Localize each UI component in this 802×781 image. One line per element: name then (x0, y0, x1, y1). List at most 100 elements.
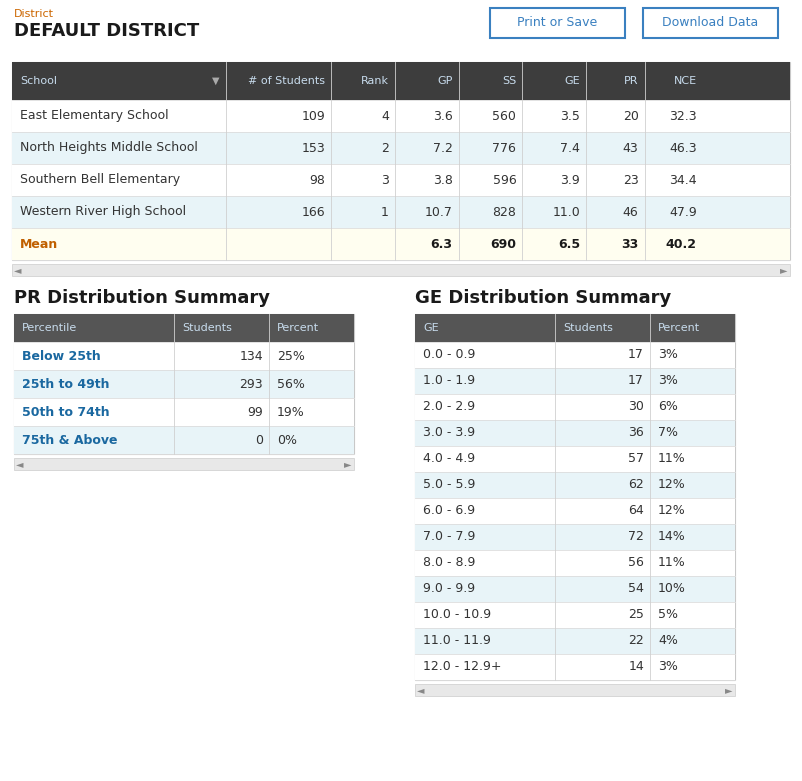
Text: 98: 98 (309, 173, 325, 187)
Text: 0.0 - 0.9: 0.0 - 0.9 (423, 348, 475, 362)
Text: 293: 293 (239, 377, 263, 390)
Text: 166: 166 (301, 205, 325, 219)
Text: 1: 1 (380, 205, 388, 219)
Text: 30: 30 (627, 401, 643, 413)
Text: 32.3: 32.3 (668, 109, 696, 123)
Text: 2.0 - 2.9: 2.0 - 2.9 (423, 401, 475, 413)
Text: 34.4: 34.4 (668, 173, 696, 187)
Bar (415, 602, 734, 628)
Text: 7.2: 7.2 (432, 141, 452, 155)
Text: 690: 690 (490, 237, 516, 251)
Bar (415, 394, 734, 420)
Text: Western River High School: Western River High School (20, 205, 186, 219)
Text: Students: Students (562, 323, 612, 333)
Text: 50th to 74th: 50th to 74th (22, 405, 110, 419)
Text: ▼: ▼ (212, 76, 219, 86)
Text: 3.6: 3.6 (432, 109, 452, 123)
Text: 596: 596 (492, 173, 516, 187)
Bar (415, 472, 734, 498)
Text: 12%: 12% (657, 479, 685, 491)
Text: 10.7: 10.7 (424, 205, 452, 219)
Text: 4: 4 (380, 109, 388, 123)
Text: 5.0 - 5.9: 5.0 - 5.9 (423, 479, 475, 491)
Bar (14, 370, 354, 398)
Text: 5%: 5% (657, 608, 677, 622)
Text: 3.5: 3.5 (560, 109, 579, 123)
Text: Percent: Percent (277, 323, 318, 333)
Text: 4.0 - 4.9: 4.0 - 4.9 (423, 452, 475, 465)
Text: 22: 22 (627, 634, 643, 647)
Bar (12, 132, 789, 164)
Bar (12, 264, 789, 276)
Text: North Heights Middle School: North Heights Middle School (20, 141, 197, 155)
Text: 46.3: 46.3 (668, 141, 696, 155)
Bar (12, 62, 789, 260)
Text: 57: 57 (627, 452, 643, 465)
Text: ◄: ◄ (16, 459, 24, 469)
Bar (415, 368, 734, 394)
Bar (14, 314, 354, 342)
Text: 17: 17 (627, 375, 643, 387)
Text: 11.0 - 11.9: 11.0 - 11.9 (423, 634, 490, 647)
Text: 14: 14 (627, 661, 643, 673)
Text: 17: 17 (627, 348, 643, 362)
Text: 36: 36 (627, 426, 643, 440)
Text: Percent: Percent (657, 323, 699, 333)
Text: 12%: 12% (657, 505, 685, 518)
Text: 25th to 49th: 25th to 49th (22, 377, 109, 390)
Text: 0%: 0% (277, 433, 297, 447)
Text: 72: 72 (627, 530, 643, 544)
Text: 43: 43 (622, 141, 638, 155)
Text: 99: 99 (247, 405, 263, 419)
Text: GE: GE (564, 76, 579, 86)
Text: 64: 64 (627, 505, 643, 518)
Text: 3: 3 (380, 173, 388, 187)
Text: 3.0 - 3.9: 3.0 - 3.9 (423, 426, 475, 440)
Bar (14, 398, 354, 426)
Text: 3%: 3% (657, 661, 677, 673)
Text: 9.0 - 9.9: 9.0 - 9.9 (423, 583, 475, 595)
Text: 828: 828 (492, 205, 516, 219)
Text: 3%: 3% (657, 375, 677, 387)
Text: 75th & Above: 75th & Above (22, 433, 117, 447)
Text: 0: 0 (255, 433, 263, 447)
Text: 11%: 11% (657, 557, 685, 569)
Text: Southern Bell Elementary: Southern Bell Elementary (20, 173, 180, 187)
Text: 11.0: 11.0 (552, 205, 579, 219)
Text: 11%: 11% (657, 452, 685, 465)
Text: 6%: 6% (657, 401, 677, 413)
Text: 7.4: 7.4 (560, 141, 579, 155)
Bar (642, 8, 777, 38)
Bar (415, 420, 734, 446)
Text: ◄: ◄ (14, 265, 22, 275)
Bar (415, 628, 734, 654)
Text: GE: GE (423, 323, 438, 333)
Text: Students: Students (182, 323, 232, 333)
Bar (415, 654, 734, 680)
Text: ►: ► (724, 685, 732, 695)
Text: Print or Save: Print or Save (516, 16, 597, 30)
Text: District: District (14, 9, 54, 19)
Text: 776: 776 (492, 141, 516, 155)
Text: Download Data: Download Data (662, 16, 758, 30)
Text: # of Students: # of Students (248, 76, 325, 86)
Text: 46: 46 (622, 205, 638, 219)
Text: DEFAULT DISTRICT: DEFAULT DISTRICT (14, 22, 199, 40)
Bar (415, 498, 734, 524)
Text: 109: 109 (301, 109, 325, 123)
Bar (12, 228, 789, 260)
Text: PR Distribution Summary: PR Distribution Summary (14, 289, 269, 307)
Text: 40.2: 40.2 (665, 237, 696, 251)
Text: 10.0 - 10.9: 10.0 - 10.9 (423, 608, 491, 622)
Text: 8.0 - 8.9: 8.0 - 8.9 (423, 557, 475, 569)
Bar (415, 446, 734, 472)
Text: GE Distribution Summary: GE Distribution Summary (415, 289, 670, 307)
Text: School: School (20, 76, 57, 86)
Bar (14, 458, 354, 470)
Bar (14, 342, 354, 370)
Bar (415, 524, 734, 550)
Text: PR: PR (623, 76, 638, 86)
Bar (12, 100, 789, 132)
Bar (415, 342, 734, 368)
Bar (415, 314, 734, 342)
